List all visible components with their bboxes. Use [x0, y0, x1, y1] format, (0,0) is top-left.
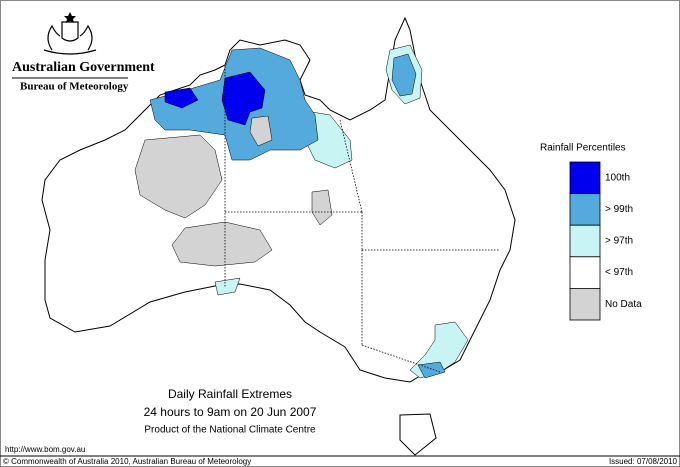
no-data-region: [171, 221, 273, 267]
legend-swatch: [569, 287, 601, 321]
legend-title: Rainfall Percentiles: [540, 143, 626, 154]
legend: Rainfall Percentiles 100th > 99th > 97th < …: [540, 143, 642, 321]
crest: [43, 12, 97, 55]
above-97th-region: [214, 277, 241, 296]
footer-copyright: © Commonwealth of Australia 2010, Austra…: [3, 457, 251, 466]
legend-swatch: [569, 161, 601, 195]
legend-label: 100th: [605, 172, 630, 183]
tasmania: [399, 413, 437, 456]
legend-swatch: [569, 256, 601, 289]
legend-swatch: [569, 193, 601, 226]
legend-label: > 99th: [605, 204, 633, 215]
legend-label: No Data: [605, 299, 642, 310]
state-border: [224, 66, 500, 373]
agency-name: Bureau of Meteorology: [20, 81, 129, 93]
above-99th-region: [391, 53, 417, 97]
footer-issued: Issued: 07/08/2010: [609, 457, 678, 466]
above-99th-region: [417, 361, 446, 379]
no-data-region: [134, 134, 223, 219]
government-name: Australian Government: [12, 60, 155, 75]
100th-region: [164, 87, 199, 109]
footer-url[interactable]: http://www.bom.gov.au: [5, 445, 85, 454]
caption-credit: Product of the National Climate Centre: [144, 425, 316, 436]
caption-title: Daily Rainfall Extremes: [168, 387, 292, 401]
legend-swatch: [569, 224, 601, 258]
legend-label: < 97th: [605, 267, 633, 278]
no-data-region: [249, 115, 273, 147]
legend-label: > 97th: [605, 236, 633, 247]
caption-period: 24 hours to 9am on 20 Jun 2007: [144, 405, 317, 419]
no-data-region: [311, 189, 333, 226]
100th-region: [221, 71, 266, 126]
